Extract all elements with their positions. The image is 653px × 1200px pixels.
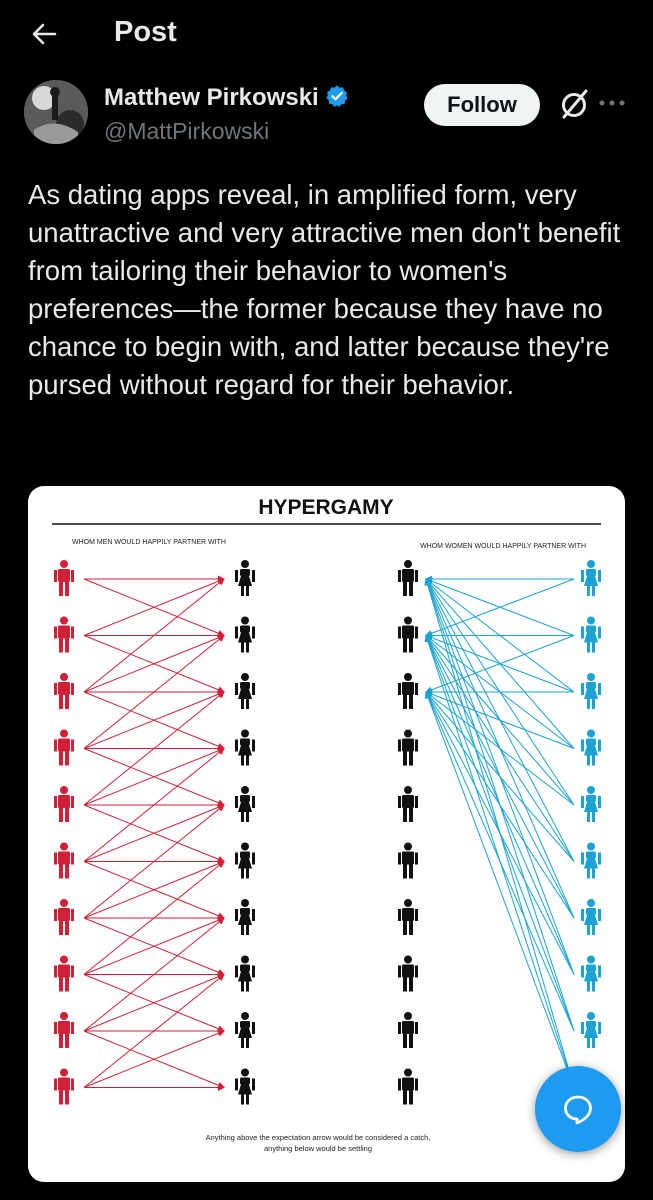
women-preference-arrow [424, 578, 575, 1088]
back-button[interactable] [24, 14, 64, 54]
woman-figure-right [581, 955, 601, 992]
author-name-text: Matthew Pirkowski [104, 84, 319, 111]
men-preference-arrow [83, 634, 225, 749]
men-preference-arrow [83, 691, 225, 806]
post-author: Matthew Pirkowski @MattPirkowski Follow [24, 80, 634, 160]
women-preference-arrow [424, 578, 575, 975]
woman-figure-right [581, 616, 601, 653]
men-preference-arrow [83, 747, 225, 806]
man-figure-right [398, 1012, 418, 1048]
woman-figure-right [581, 899, 601, 935]
man-figure-left [54, 616, 74, 653]
woman-figure-left [235, 729, 255, 766]
woman-figure-left [235, 616, 255, 653]
verified-badge-icon [326, 85, 348, 107]
man-figure-left [54, 842, 74, 879]
men-preference-arrow [83, 690, 225, 749]
men-preference-arrow [83, 973, 225, 1088]
men-preference-arrow [83, 860, 225, 919]
man-figure-right [398, 786, 418, 822]
follow-button[interactable]: Follow [424, 84, 540, 126]
more-dots-icon[interactable] [596, 88, 628, 118]
man-figure-right [398, 729, 418, 766]
footer-line-1: Anything above the expectation arrow wou… [206, 1133, 431, 1142]
woman-figure-right [581, 842, 601, 879]
man-figure-left [54, 673, 74, 709]
woman-figure-left [235, 560, 255, 596]
author-name[interactable]: Matthew Pirkowski [104, 84, 349, 112]
women-preference-arrow [425, 578, 575, 693]
men-preference-arrow [83, 577, 225, 636]
man-figure-right [398, 616, 418, 653]
man-figure-right [398, 673, 418, 709]
men-preference-arrow [83, 917, 225, 1032]
men-preference-arrow [83, 578, 225, 693]
women-preference-arrow [425, 578, 575, 749]
top-bar: Post [0, 0, 653, 70]
man-figure-right [398, 899, 418, 935]
women-preference-arrow [424, 634, 575, 1088]
men-preference-arrow [83, 747, 225, 862]
diagram-title: HYPERGAMY [258, 496, 393, 519]
men-preference-arrow [83, 634, 225, 693]
man-figure-left [54, 1012, 74, 1048]
woman-figure-left [235, 899, 255, 935]
woman-figure-left [235, 1068, 255, 1105]
man-figure-left [54, 955, 74, 992]
man-figure-left [54, 1068, 74, 1105]
men-preference-arrow [83, 804, 225, 919]
post-image[interactable]: HYPERGAMY WHOM MEN WOULD HAPPILY PARTNER… [28, 486, 625, 1182]
men-preference-arrow [83, 1029, 225, 1088]
arrow-left-icon [32, 23, 57, 45]
author-handle[interactable]: @MattPirkowski [104, 118, 270, 144]
hypergamy-diagram: HYPERGAMY WHOM MEN WOULD HAPPILY PARTNER… [52, 496, 601, 1153]
woman-figure-right [581, 560, 601, 596]
compose-reply-button[interactable] [535, 1066, 621, 1152]
woman-figure-right [581, 729, 601, 766]
man-figure-right [398, 955, 418, 992]
man-figure-right [398, 842, 418, 879]
left-caption: WHOM MEN WOULD HAPPILY PARTNER WITH [72, 539, 226, 546]
post-text: As dating apps reveal, in amplified form… [28, 179, 621, 400]
woman-figure-left [235, 955, 255, 992]
woman-figure-right [581, 1012, 601, 1048]
avatar-image [24, 80, 88, 144]
woman-figure-left [235, 673, 255, 709]
woman-figure-left [235, 786, 255, 822]
woman-figure-right [581, 673, 601, 709]
man-figure-left [54, 899, 74, 935]
man-figure-left [54, 560, 74, 596]
women-preference-arrow [425, 578, 575, 919]
page-title: Post [114, 16, 177, 48]
avatar[interactable] [24, 80, 88, 144]
woman-figure-left [235, 1012, 255, 1048]
women-preference-arrow [425, 578, 575, 806]
men-preference-arrow [83, 973, 225, 1032]
men-preference-arrows [83, 575, 225, 1091]
footer-line-2: anything below would be settling [264, 1144, 372, 1153]
women-preference-arrow [425, 578, 575, 862]
women-preference-arrow [424, 691, 575, 1088]
right-caption: WHOM WOMEN WOULD HAPPILY PARTNER WITH [420, 543, 586, 550]
women-preference-arrow [425, 577, 575, 636]
woman-figure-left [235, 842, 255, 879]
women-preference-arrows [424, 575, 575, 1088]
men-preference-arrow [83, 860, 225, 975]
man-figure-left [54, 786, 74, 822]
men-preference-arrow [83, 803, 225, 862]
men-preference-arrow [83, 916, 225, 975]
women-preference-arrow [424, 578, 575, 1032]
figure-columns [54, 560, 601, 1105]
man-figure-right [398, 1068, 418, 1105]
man-figure-left [54, 729, 74, 766]
grok-icon[interactable] [556, 86, 592, 122]
chat-bubble-icon [564, 1095, 592, 1125]
woman-figure-right [581, 786, 601, 822]
man-figure-right [398, 560, 418, 596]
